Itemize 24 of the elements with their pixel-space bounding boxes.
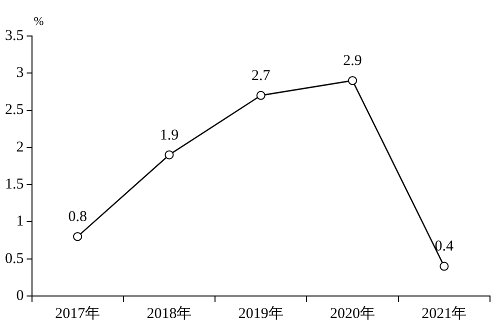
- y-axis-title: %: [34, 14, 44, 28]
- y-tick-label: 2: [16, 139, 24, 156]
- data-label: 2.7: [252, 68, 271, 84]
- x-tick-label: 2020年: [330, 304, 376, 322]
- y-tick-label: 0: [16, 288, 24, 304]
- y-tick-label: 3: [16, 65, 24, 82]
- point: [164, 150, 174, 160]
- point: [440, 262, 449, 271]
- data-label: 2.9: [343, 53, 362, 70]
- data-label: 0.4: [434, 238, 454, 255]
- y-tick-label: 0.5: [5, 250, 24, 267]
- x-tick-label: 2017年: [55, 304, 100, 322]
- x-tick-label: 2018年: [146, 304, 192, 322]
- data-label: 0.8: [68, 209, 87, 226]
- x-tick-label: 2021年: [422, 304, 467, 322]
- point: [348, 76, 358, 86]
- y-tick-label: 1.5: [5, 176, 24, 193]
- x-tick-label: 2019年: [238, 304, 284, 322]
- y-tick-label: 3.5: [5, 28, 24, 44]
- data-label: 1.9: [160, 127, 179, 144]
- y-tick-label: 2.5: [5, 102, 24, 118]
- point: [256, 90, 266, 100]
- y-tick-label: 1: [16, 214, 24, 230]
- point: [73, 232, 82, 242]
